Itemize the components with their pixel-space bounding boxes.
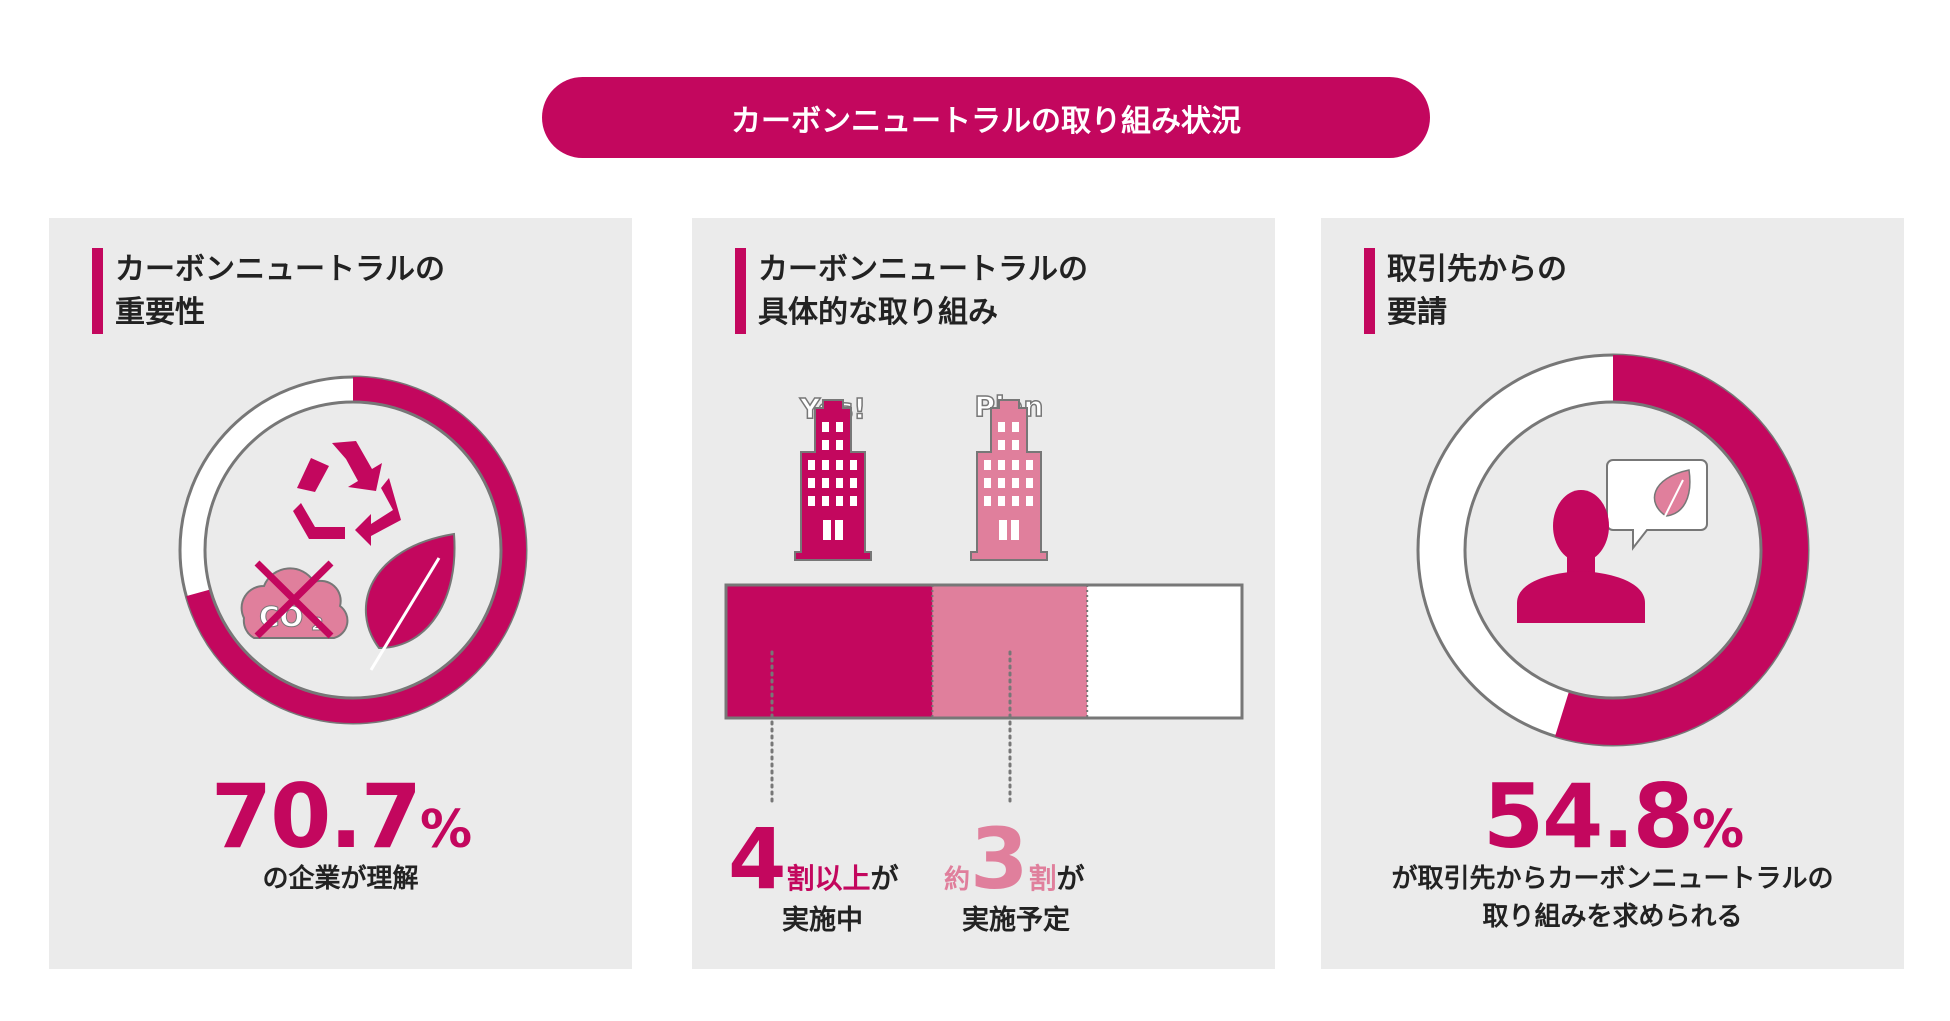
caption-line: が取引先からカーボンニュートラルの — [1391, 864, 1834, 894]
panel-heading: 取引先からの 要請 — [1364, 248, 1567, 334]
stacked-bar — [724, 583, 1244, 805]
percent-value: 70.7 — [210, 765, 422, 868]
requests-percent: 54.8% — [1321, 773, 1904, 861]
stat-number: 3 — [970, 810, 1029, 908]
percent-unit: % — [1692, 800, 1744, 860]
stat-unit: 割以上 — [786, 862, 871, 895]
caption-line: 取り組みを求められる — [1482, 902, 1743, 932]
stat-number: 4 — [728, 810, 787, 908]
heading-line: 具体的な取り組み — [758, 295, 998, 330]
panel-heading: カーボンニュートラルの 具体的な取り組み — [735, 248, 1088, 334]
stat-suffix: が — [870, 862, 899, 895]
bar-segment — [1087, 585, 1242, 718]
heading-line: カーボンニュートラルの — [115, 252, 445, 287]
donut-chart: CO 2 — [178, 375, 528, 725]
recycle-icon — [293, 441, 401, 546]
panel-heading: カーボンニュートラルの 重要性 — [92, 248, 445, 334]
stat-suffix: が — [1056, 862, 1085, 895]
co2-crossed-icon: CO 2 — [240, 560, 349, 639]
importance-caption: の企業が理解 — [49, 860, 632, 898]
percent-value: 54.8 — [1482, 765, 1694, 868]
speech-bubble-leaf-icon — [1606, 459, 1708, 551]
leaf-icon — [364, 532, 456, 671]
stat-implemented: 4割以上が — [728, 810, 898, 908]
person-icon — [1517, 490, 1645, 623]
requests-caption: が取引先からカーボンニュートラルの 取り組みを求められる — [1321, 860, 1904, 936]
stat-unit: 割 — [1028, 862, 1057, 895]
building-icon-plan — [970, 399, 1048, 561]
donut-chart — [1416, 353, 1810, 747]
bar-segment — [726, 585, 933, 718]
stat-caption: 実施予定 — [962, 905, 1070, 936]
heading-line: カーボンニュートラルの — [758, 252, 1088, 287]
panel-requests: 取引先からの 要請 54.8% が取引先からカーボンニュートラルの 取り組みを求… — [1321, 218, 1904, 969]
percent-unit: % — [420, 800, 472, 860]
caption-line: の企業が理解 — [262, 864, 419, 894]
panel-importance: カーボンニュートラルの 重要性 CO 2 70.7% の企業が理解 — [49, 218, 632, 969]
importance-percent: 70.7% — [49, 773, 632, 861]
page-title: カーボンニュートラルの取り組み状況 — [542, 77, 1430, 158]
stat-prefix: 約 — [944, 865, 971, 895]
heading-line: 取引先からの — [1387, 252, 1567, 287]
heading-line: 重要性 — [115, 295, 205, 330]
stat-planned: 約3割が — [944, 810, 1085, 908]
initiatives-graphic: Yes! Plan — [724, 389, 1244, 805]
panel-initiatives: カーボンニュートラルの 具体的な取り組み Yes! Plan 4割以上が 実施中… — [692, 218, 1275, 969]
heading-line: 要請 — [1387, 295, 1447, 330]
building-icon-yes — [794, 399, 872, 561]
stat-caption: 実施中 — [782, 905, 863, 936]
